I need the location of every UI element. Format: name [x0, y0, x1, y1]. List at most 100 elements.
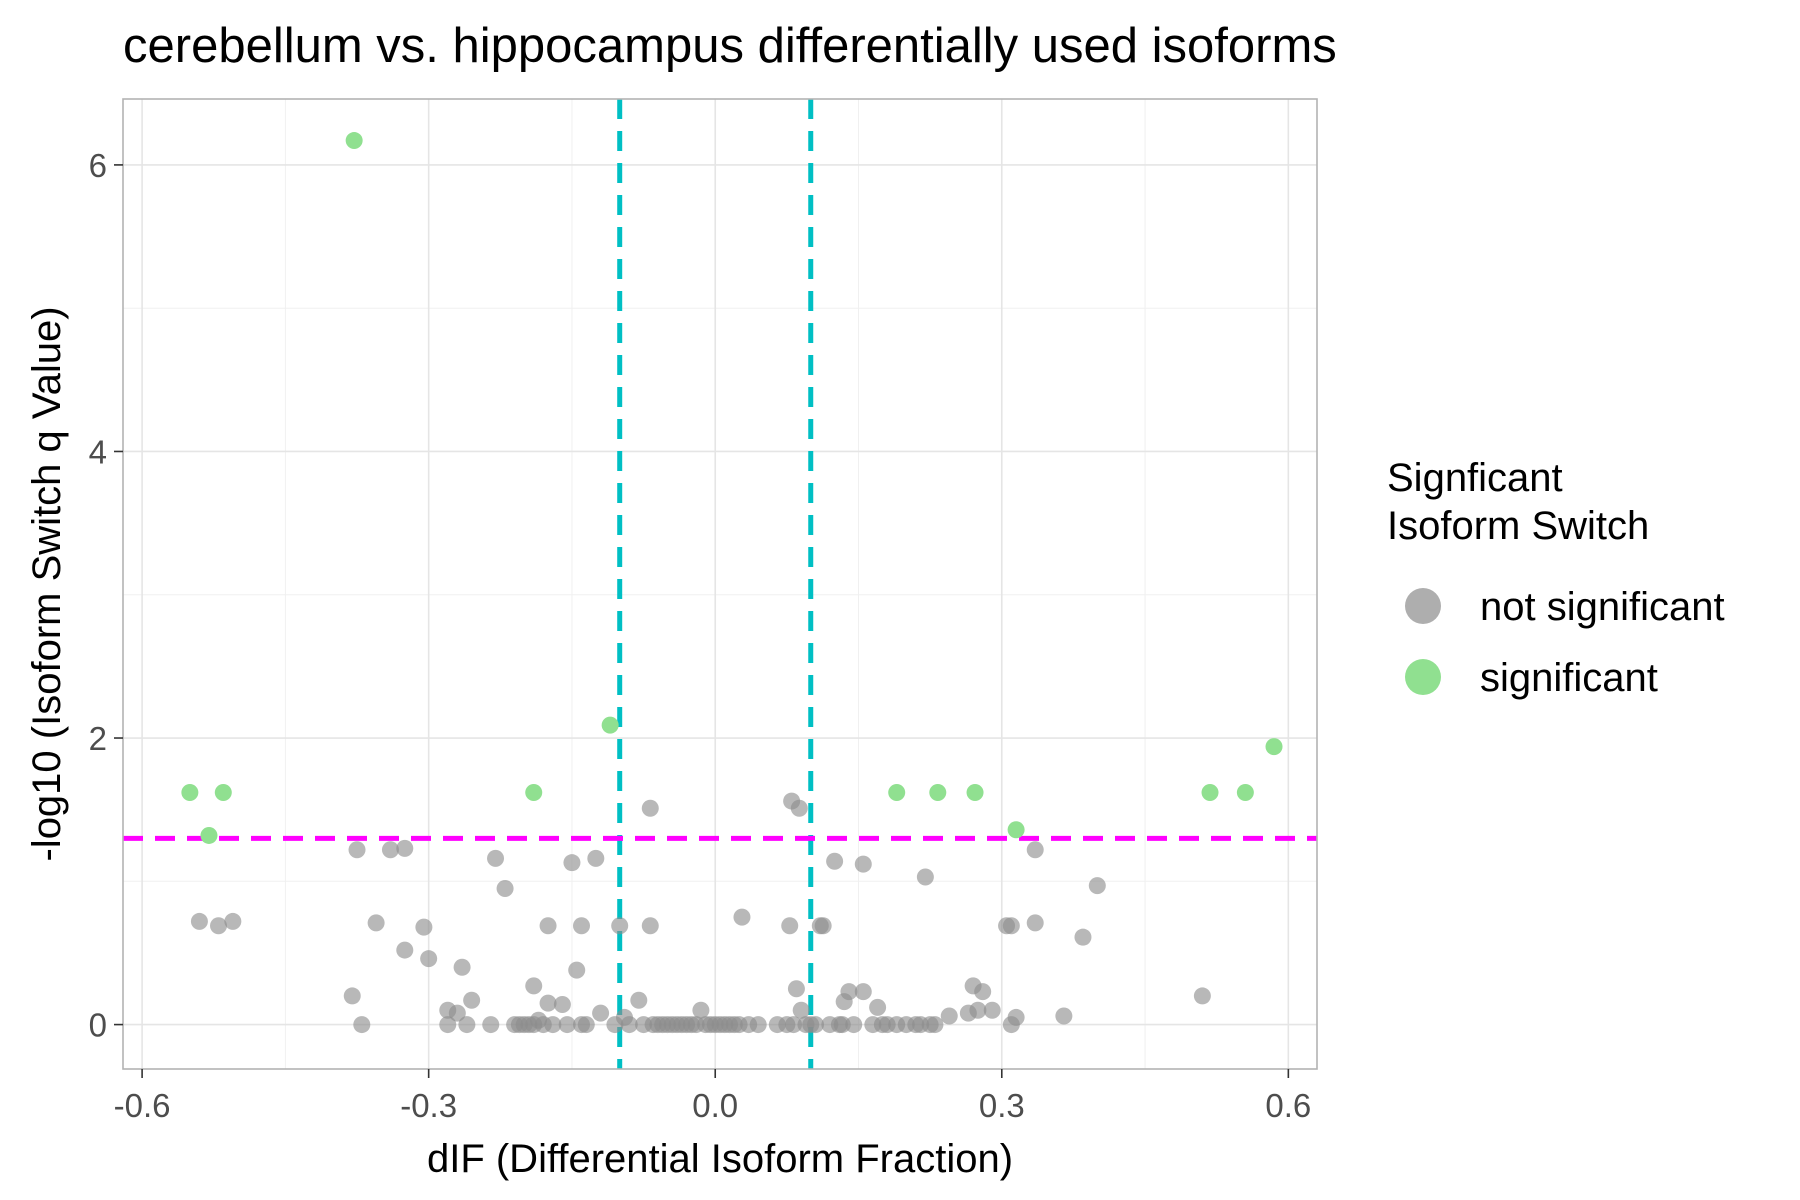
point-not-significant — [787, 980, 805, 998]
point-significant — [1201, 783, 1219, 801]
point-significant — [601, 716, 619, 734]
point-not-significant — [1026, 914, 1044, 932]
point-not-significant — [572, 917, 590, 935]
point-significant — [214, 783, 232, 801]
point-significant — [1007, 821, 1025, 839]
legend-key-significant — [1405, 659, 1441, 695]
point-not-significant — [458, 1016, 476, 1034]
point-not-significant — [749, 1016, 767, 1034]
point-not-significant — [448, 1004, 466, 1022]
point-not-significant — [1007, 1008, 1025, 1026]
point-not-significant — [630, 991, 648, 1009]
point-significant — [345, 132, 363, 150]
point-not-significant — [854, 983, 872, 1001]
point-not-significant — [353, 1016, 371, 1034]
y-tick-label: 6 — [89, 147, 107, 184]
point-not-significant — [854, 855, 872, 873]
x-axis: -0.6 -0.3 0.0 0.3 0.6 — [114, 1069, 1311, 1124]
y-axis-title: -log10 (Isoform Switch q Value) — [25, 306, 69, 861]
point-significant — [1265, 738, 1283, 756]
legend-key-not-significant — [1405, 588, 1441, 624]
point-not-significant — [539, 917, 557, 935]
legend-title-line-1: Signficant — [1387, 456, 1563, 500]
point-not-significant — [1193, 987, 1211, 1005]
point-not-significant — [348, 841, 366, 859]
point-not-significant — [568, 961, 586, 979]
point-not-significant — [496, 879, 514, 897]
point-significant — [1236, 783, 1254, 801]
point-not-significant — [367, 914, 385, 932]
point-not-significant — [592, 1004, 610, 1022]
point-not-significant — [974, 983, 992, 1001]
point-significant — [200, 826, 218, 844]
point-not-significant — [1055, 1007, 1073, 1025]
point-not-significant — [869, 998, 887, 1016]
point-not-significant — [224, 912, 242, 930]
x-tick-label: -0.3 — [400, 1087, 457, 1124]
legend: Signficant Isoform Switch not significan… — [1387, 456, 1725, 700]
point-not-significant — [826, 852, 844, 870]
reference-lines — [123, 99, 1317, 1069]
point-not-significant — [563, 854, 581, 872]
point-not-significant — [692, 1001, 710, 1019]
point-not-significant — [343, 987, 361, 1005]
point-not-significant — [396, 839, 414, 857]
point-not-significant — [926, 1016, 944, 1034]
point-significant — [888, 783, 906, 801]
point-significant — [525, 783, 543, 801]
data-points — [181, 132, 1283, 1034]
point-not-significant — [1088, 877, 1106, 895]
point-not-significant — [210, 917, 228, 935]
point-not-significant — [439, 1016, 457, 1034]
point-not-significant — [453, 958, 471, 976]
y-tick-label: 4 — [89, 433, 107, 470]
point-not-significant — [785, 1016, 803, 1034]
point-not-significant — [544, 1016, 562, 1034]
point-significant — [181, 783, 199, 801]
point-not-significant — [396, 941, 414, 959]
plot-panel-background — [123, 99, 1317, 1069]
point-not-significant — [1074, 928, 1092, 946]
point-not-significant — [190, 912, 208, 930]
point-not-significant — [845, 1016, 863, 1034]
point-not-significant — [463, 991, 481, 1009]
point-not-significant — [611, 917, 629, 935]
point-not-significant — [814, 917, 832, 935]
point-not-significant — [482, 1016, 500, 1034]
point-not-significant — [1026, 841, 1044, 859]
minor-gridlines — [123, 99, 1317, 1069]
point-not-significant — [415, 918, 433, 936]
plot-panel-border — [122, 98, 1318, 1070]
point-not-significant — [487, 849, 505, 867]
point-not-significant — [587, 849, 605, 867]
y-tick-label: 2 — [89, 720, 107, 757]
x-tick-label: 0.3 — [979, 1087, 1025, 1124]
point-not-significant — [792, 1001, 810, 1019]
point-not-significant — [1002, 917, 1020, 935]
point-not-significant — [641, 917, 659, 935]
point-not-significant — [577, 1016, 595, 1034]
x-tick-label: -0.6 — [114, 1087, 171, 1124]
point-not-significant — [641, 799, 659, 817]
y-axis: 0 2 4 6 — [89, 147, 123, 1044]
point-not-significant — [525, 977, 543, 995]
point-not-significant — [553, 996, 571, 1014]
point-not-significant — [620, 1016, 638, 1034]
point-significant — [929, 783, 947, 801]
legend-label-not-significant: not significant — [1480, 585, 1725, 629]
point-not-significant — [790, 799, 808, 817]
point-not-significant — [916, 868, 934, 886]
chart-title: cerebellum vs. hippocampus differentiall… — [123, 19, 1337, 73]
point-not-significant — [781, 917, 799, 935]
point-not-significant — [940, 1007, 958, 1025]
point-not-significant — [983, 1001, 1001, 1019]
point-not-significant — [381, 841, 399, 859]
point-not-significant — [807, 1016, 825, 1034]
point-not-significant — [539, 994, 557, 1012]
point-not-significant — [733, 908, 751, 926]
legend-title-line-2: Isoform Switch — [1387, 504, 1649, 548]
point-not-significant — [558, 1016, 576, 1034]
point-not-significant — [969, 1001, 987, 1019]
x-tick-label: 0.6 — [1265, 1087, 1311, 1124]
